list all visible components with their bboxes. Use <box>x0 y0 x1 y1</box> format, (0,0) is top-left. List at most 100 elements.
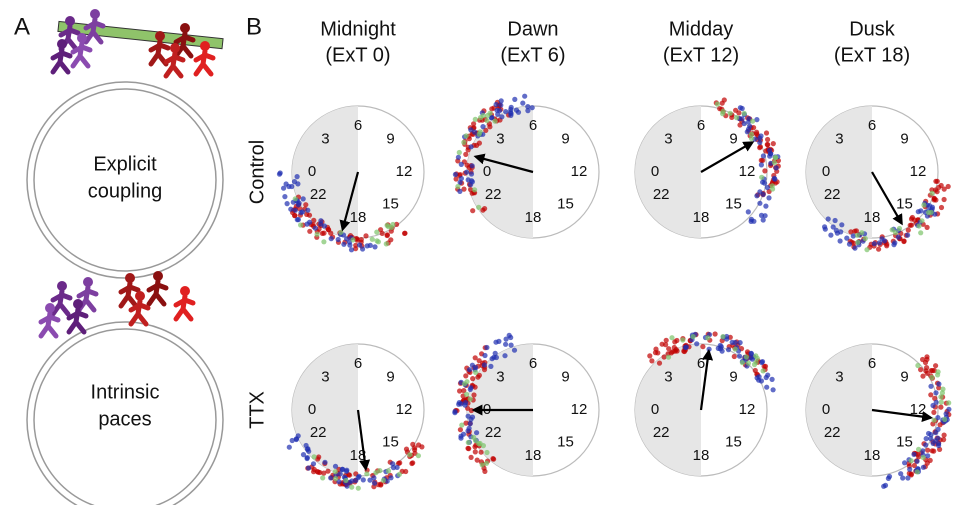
cell-dot <box>307 228 313 234</box>
cell-dot <box>472 116 478 122</box>
phase-arrow <box>356 409 371 472</box>
cell-dot <box>769 183 775 189</box>
clock-label: 3 <box>321 368 329 385</box>
cell-dot <box>825 216 831 222</box>
runner-head <box>73 299 83 309</box>
cell-dot <box>732 346 738 352</box>
runner <box>193 41 216 77</box>
cell-dot <box>933 178 939 184</box>
cell-dot <box>299 209 306 215</box>
clock-label: 0 <box>651 163 659 180</box>
cell-dot <box>489 356 495 362</box>
cell-dot <box>669 335 675 341</box>
clock-label: 22 <box>824 186 841 203</box>
cell-dot <box>751 361 758 368</box>
cell-dot <box>720 108 726 114</box>
cell-dot <box>920 373 926 379</box>
clock-label: 15 <box>557 433 574 450</box>
cell-dot <box>933 430 939 436</box>
cell-dot <box>485 112 491 119</box>
cell-dot <box>748 131 755 137</box>
cell-dot <box>303 202 309 208</box>
cell-dot <box>923 442 929 448</box>
clock-label: 18 <box>525 447 542 464</box>
cell-dot <box>773 154 779 160</box>
cell-dot <box>295 202 301 208</box>
cell-dot <box>367 477 373 483</box>
cell-dot <box>288 206 294 212</box>
cell-dot <box>729 339 735 345</box>
cell-dot <box>649 358 655 364</box>
cell-dot <box>372 244 378 250</box>
cell-dot <box>292 207 298 213</box>
cell-dot <box>320 475 326 481</box>
cell-dot <box>745 209 751 215</box>
cell-dot <box>763 374 769 381</box>
cell-dot <box>746 119 752 125</box>
cell-dot <box>276 171 283 177</box>
cell-dot <box>754 375 760 381</box>
cell-dot <box>412 447 418 453</box>
runner-head <box>125 273 135 283</box>
clock-label: 18 <box>864 209 881 226</box>
cell-dot <box>380 477 386 483</box>
cell-dot <box>737 122 743 128</box>
clock-label: 22 <box>653 186 670 203</box>
cell-dot <box>741 120 747 127</box>
cell-dot <box>871 241 877 247</box>
cell-dot <box>304 455 310 462</box>
night-half <box>635 106 701 238</box>
panel-label: B <box>246 13 262 40</box>
cell-dot <box>458 161 464 167</box>
cell-dot <box>291 179 298 185</box>
cell-dot <box>924 370 930 376</box>
row-label: Control <box>246 140 268 204</box>
cell-dot <box>757 135 763 141</box>
cell-dot <box>941 196 947 203</box>
cell-dot <box>771 160 778 166</box>
cell-dot <box>321 470 327 476</box>
cell-dot <box>736 110 742 116</box>
cell-dot <box>665 354 672 360</box>
clock-label: 3 <box>496 368 504 385</box>
cell-dot <box>852 245 858 251</box>
cell-dot <box>396 471 402 477</box>
cell-dot <box>369 236 375 242</box>
cell-dot <box>358 237 364 243</box>
cell-dot <box>292 213 298 219</box>
cell-dot <box>377 468 383 474</box>
cell-dot <box>390 461 396 467</box>
cell-dot <box>937 446 943 452</box>
cell-dot <box>461 139 467 145</box>
cell-dot <box>752 367 758 374</box>
cell-dot <box>936 184 942 190</box>
clock-label: 15 <box>725 195 742 212</box>
cell-dot <box>409 460 415 467</box>
cell-dot <box>936 442 942 449</box>
cell-dot <box>328 236 334 242</box>
cell-dot <box>928 383 934 389</box>
cell-dot <box>748 350 754 356</box>
runner <box>50 39 73 75</box>
cell-dot <box>394 464 400 470</box>
cell-dot <box>300 196 306 202</box>
cell-dot <box>911 462 918 469</box>
cell-dot <box>492 118 498 124</box>
runner-head <box>65 16 75 26</box>
cell-dot <box>482 352 488 359</box>
cell-dot <box>483 127 489 133</box>
cell-dot <box>453 176 459 182</box>
panel-a-text: coupling <box>88 180 163 202</box>
panel-a-text: Explicit <box>93 153 157 175</box>
cell-dot <box>739 360 746 366</box>
cell-dot <box>355 474 361 481</box>
cell-dot <box>763 203 769 209</box>
clock: 3 6 912 15 18 22 0 <box>805 105 951 253</box>
clock-label: 0 <box>822 401 830 418</box>
runner-head <box>83 277 93 287</box>
cell-dot <box>758 157 764 163</box>
cell-dot <box>748 135 755 142</box>
runner <box>173 23 196 59</box>
cell-dot <box>765 136 771 143</box>
cell-dot <box>920 454 926 461</box>
